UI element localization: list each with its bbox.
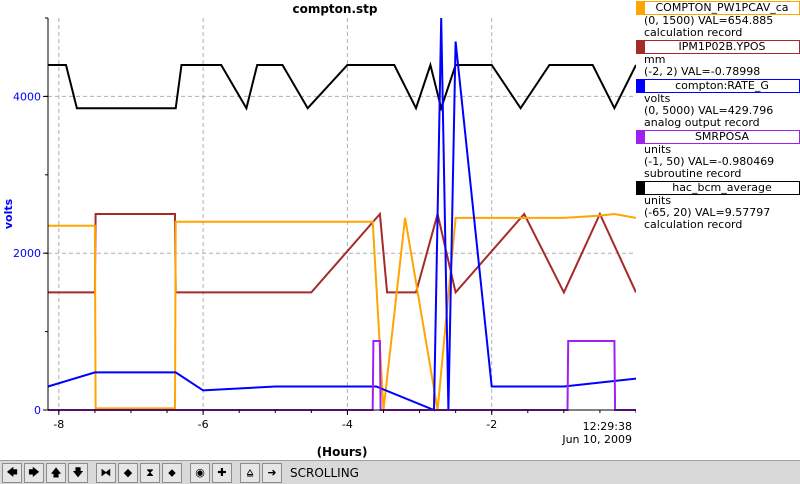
series-line-hac-bcm-average [48, 61, 636, 112]
zoom-out-x-icon: ◆ [123, 466, 133, 479]
legend: COMPTON_PW1PCAV_ca (0, 1500) VAL=654.885 c… [636, 0, 800, 231]
pan-left-icon: 🡄 [6, 466, 18, 479]
legend-detail: (-1, 50) VAL=-0.980469 [644, 156, 775, 168]
zoom-in-x-button[interactable]: ⧓ [96, 462, 116, 483]
toolbar: 🡄 🡆 🡅 🡇 ⧓ ◆ ⧗ ⬥ ◉ ✚ ⩠ ➜ SCROLLING [0, 460, 800, 484]
legend-entry[interactable]: COMPTON_PW1PCAV_ca [636, 1, 800, 15]
pan-down-button[interactable]: 🡇 [68, 462, 88, 483]
scroll-icon: ➜ [267, 466, 277, 479]
chart-title: compton.stp [292, 2, 377, 16]
pan-left-button[interactable]: 🡄 [2, 462, 22, 483]
legend-detail: analog output record [644, 117, 760, 129]
reset-icon: ✚ [217, 466, 227, 479]
reset-button[interactable]: ✚ [212, 462, 232, 483]
pan-down-icon: 🡇 [72, 466, 84, 479]
legend-detail: mm [644, 54, 666, 66]
legend-detail: calculation record [644, 219, 743, 231]
legend-detail: calculation record [644, 27, 743, 39]
chart[interactable]: -8 -6 -4 -2 0 2000 4000 compton.stp volts (Hou… [0, 0, 636, 460]
autoscale-button[interactable]: ◉ [190, 462, 210, 483]
x-tick-label: -2 [486, 418, 497, 431]
legend-swatch [636, 181, 644, 195]
zoom-in-x-icon: ⧓ [100, 466, 112, 479]
legend-name: COMPTON_PW1PCAV_ca [644, 1, 800, 15]
series-line-ipm1p02b-ypos [48, 211, 636, 295]
legend-entry[interactable]: hac_bcm_average [636, 181, 800, 195]
x-tick-label: -8 [53, 418, 64, 431]
legend-detail: (-65, 20) VAL=9.57797 [644, 207, 771, 219]
scroll-button[interactable]: ➜ [262, 462, 282, 483]
legend-entry[interactable]: SMRPOSA [636, 130, 800, 144]
series-line-compton-rate-g [47, 17, 636, 412]
y-axis-label: volts [2, 198, 15, 229]
legend-detail: (0, 1500) VAL=654.885 [644, 15, 774, 27]
stagger-icon: ⩠ [246, 466, 254, 479]
legend-detail: volts [644, 93, 671, 105]
y-tick-label: 0 [34, 404, 41, 417]
legend-name: compton:RATE_G [644, 79, 800, 93]
pan-right-icon: 🡆 [28, 466, 40, 479]
y-tick-label: 2000 [13, 247, 41, 260]
scroll-status: SCROLLING [290, 465, 359, 480]
y-tick-label: 4000 [13, 90, 41, 103]
legend-detail: (0, 5000) VAL=429.796 [644, 105, 774, 117]
pan-up-button[interactable]: 🡅 [46, 462, 66, 483]
legend-detail: units [644, 195, 672, 207]
legend-detail: units [644, 144, 672, 156]
legend-name: SMRPOSA [644, 130, 800, 144]
legend-swatch [636, 1, 644, 15]
time-label: 12:29:38 [583, 420, 632, 433]
legend-entry[interactable]: IPM1P02B.YPOS [636, 40, 800, 54]
x-tick-label: -6 [198, 418, 209, 431]
legend-name: hac_bcm_average [644, 181, 800, 195]
series-line-smrposa [48, 340, 636, 411]
date-label: Jun 10, 2009 [561, 433, 632, 446]
legend-detail: (-2, 2) VAL=-0.78998 [644, 66, 761, 78]
stagger-button[interactable]: ⩠ [240, 462, 260, 483]
legend-entry[interactable]: compton:RATE_G [636, 79, 800, 93]
series-line-compton-pw1pcav-ca [48, 212, 636, 411]
zoom-in-y-button[interactable]: ⧗ [140, 462, 160, 483]
zoom-in-y-icon: ⧗ [146, 466, 154, 479]
pan-right-button[interactable]: 🡆 [24, 462, 44, 483]
legend-detail: subroutine record [644, 168, 742, 180]
legend-name: IPM1P02B.YPOS [644, 40, 800, 54]
autoscale-icon: ◉ [195, 466, 205, 479]
x-tick-label: -4 [342, 418, 353, 431]
zoom-out-y-button[interactable]: ⬥ [162, 462, 182, 483]
zoom-out-x-button[interactable]: ◆ [118, 462, 138, 483]
pan-up-icon: 🡅 [50, 466, 62, 479]
x-axis-label: (Hours) [317, 445, 368, 459]
legend-swatch [636, 40, 644, 54]
legend-swatch [636, 79, 644, 93]
zoom-out-y-icon: ⬥ [168, 466, 176, 479]
legend-swatch [636, 130, 644, 144]
